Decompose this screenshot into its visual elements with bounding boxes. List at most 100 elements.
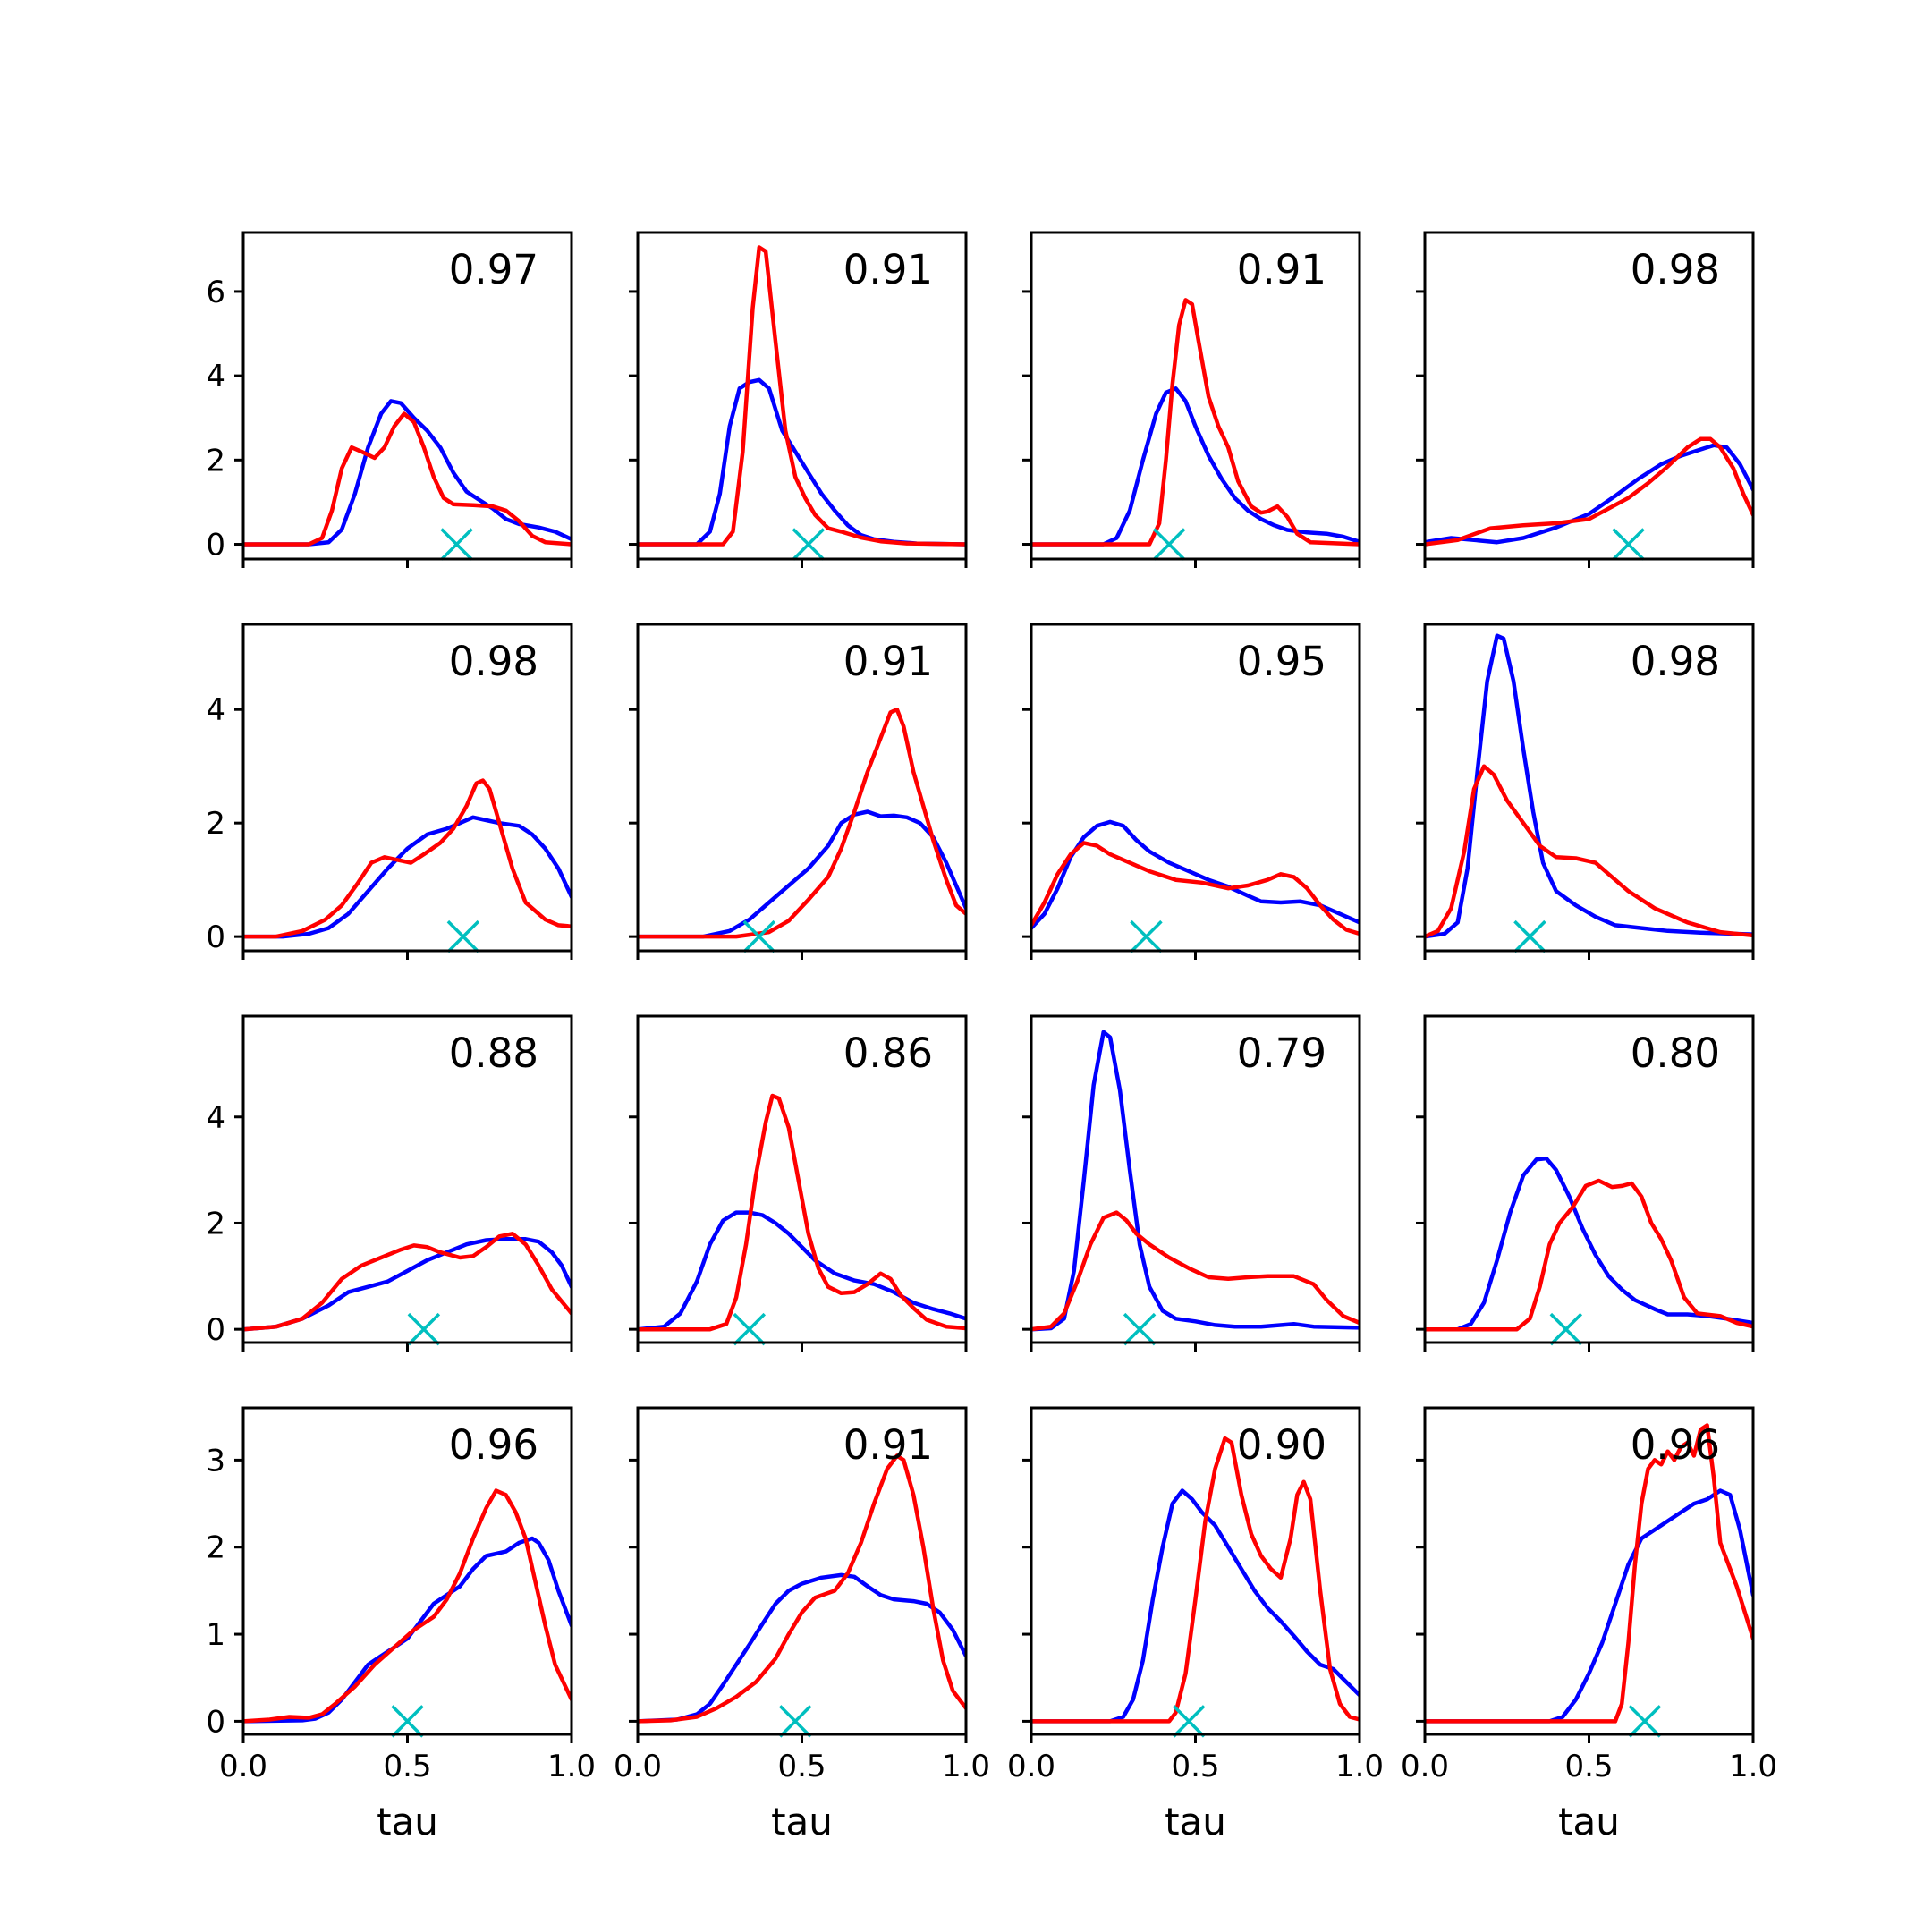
axes-frame	[1030, 623, 1361, 953]
subplot-2-1: 0 2 4 0.98	[206, 623, 573, 960]
red-density-curve	[1425, 764, 1753, 939]
axes-frame	[1423, 231, 1755, 561]
y-tick-label: 2	[206, 806, 225, 842]
subplot-2-3: 0.95	[1022, 623, 1361, 960]
red-density-curve	[638, 707, 966, 939]
x-marker	[1513, 919, 1546, 953]
blue-density-curve	[638, 377, 966, 547]
x-marker	[733, 1312, 767, 1346]
x-axis-label: tau	[377, 1800, 438, 1843]
subplot-4-1: 0 1 2 3 0.0 0.5 1.0 tau 0.96	[206, 1406, 596, 1843]
axes-frame	[1423, 623, 1755, 953]
y-tick-label: 2	[206, 1530, 225, 1566]
subplot-3-3: 0.79	[1022, 1014, 1361, 1352]
subplot-3-1: 0 2 4 0.88	[206, 1014, 573, 1352]
correlation-label: 0.98	[449, 638, 538, 685]
x-marker	[1628, 1705, 1662, 1738]
axes-frame	[636, 1406, 968, 1736]
correlation-label: 0.91	[843, 1421, 933, 1469]
axes-frame	[242, 623, 573, 953]
y-tick-label: 1	[206, 1617, 225, 1653]
correlation-label: 0.88	[449, 1030, 538, 1077]
subplot-1-2: 0.91	[629, 231, 968, 568]
x-tick-label: 0.5	[777, 1749, 826, 1784]
subplot-4-2: 0.0 0.5 1.0 tau 0.91	[614, 1406, 990, 1843]
x-marker	[391, 1705, 424, 1738]
red-density-curve	[638, 1453, 966, 1724]
y-tick-label: 4	[206, 1100, 225, 1136]
x-tick-label: 0.5	[1171, 1749, 1219, 1784]
y-tick-label: 0	[206, 528, 225, 564]
axes-frame	[1030, 1014, 1361, 1344]
blue-density-curve	[1425, 633, 1753, 939]
correlation-label: 0.80	[1631, 1030, 1720, 1077]
correlation-label: 0.95	[1237, 638, 1326, 685]
x-tick-label: 1.0	[547, 1749, 596, 1784]
x-tick-label: 1.0	[942, 1749, 990, 1784]
axes-frame	[242, 1406, 573, 1736]
y-tick-label: 6	[206, 275, 225, 310]
blue-density-curve	[1425, 1488, 1753, 1724]
x-marker	[446, 919, 480, 953]
correlation-label: 0.98	[1631, 246, 1720, 293]
subplot-1-3: 0.91	[1022, 231, 1361, 568]
y-tick-label: 4	[206, 692, 225, 728]
x-axis-label: tau	[1165, 1800, 1226, 1843]
correlation-label: 0.79	[1237, 1030, 1326, 1077]
correlation-label: 0.96	[1631, 1421, 1720, 1469]
subplot-4-3: 0.0 0.5 1.0 tau 0.90	[1007, 1406, 1384, 1843]
red-density-curve	[1031, 1210, 1360, 1332]
x-marker	[440, 528, 473, 561]
y-tick-label: 2	[206, 443, 225, 479]
y-tick-label: 0	[206, 1312, 225, 1348]
subplot-2-4: 0.98	[1416, 623, 1755, 960]
blue-density-curve	[1031, 819, 1360, 930]
red-density-curve	[1425, 1178, 1753, 1332]
x-tick-label: 0.0	[614, 1749, 662, 1784]
x-tick-label: 0.0	[219, 1749, 267, 1784]
blue-density-curve	[243, 815, 572, 939]
x-marker	[1123, 1312, 1157, 1346]
x-marker	[407, 1312, 441, 1346]
red-density-curve	[243, 1232, 572, 1332]
x-tick-label: 1.0	[1729, 1749, 1777, 1784]
blue-density-curve	[243, 1237, 572, 1332]
correlation-label: 0.91	[843, 246, 933, 293]
axes-frame	[1030, 1406, 1361, 1736]
x-tick-label: 0.5	[1564, 1749, 1613, 1784]
axes-frame	[636, 1014, 968, 1344]
blue-density-curve	[1031, 386, 1360, 547]
y-tick-label: 2	[206, 1206, 225, 1241]
y-tick-label: 4	[206, 359, 225, 394]
red-density-curve	[243, 778, 572, 939]
blue-density-curve	[638, 1572, 966, 1724]
x-axis-label: tau	[771, 1800, 833, 1843]
red-density-curve	[1031, 1436, 1360, 1724]
x-tick-label: 0.5	[383, 1749, 431, 1784]
axes-frame	[1030, 231, 1361, 561]
correlation-label: 0.97	[449, 246, 538, 293]
correlation-label: 0.86	[843, 1030, 933, 1077]
subplot-4-4: 0.0 0.5 1.0 tau 0.96	[1401, 1406, 1777, 1843]
x-axis-label: tau	[1558, 1800, 1620, 1843]
x-tick-label: 0.0	[1007, 1749, 1055, 1784]
correlation-label: 0.91	[843, 638, 933, 685]
x-marker	[1612, 528, 1645, 561]
y-tick-label: 0	[206, 1704, 225, 1740]
axes-frame	[636, 231, 968, 561]
x-marker	[1172, 1705, 1206, 1738]
x-tick-label: 0.0	[1401, 1749, 1449, 1784]
blue-density-curve	[1031, 1030, 1360, 1332]
subplot-1-1: 0 2 4 6 0.97	[206, 231, 573, 568]
correlation-label: 0.96	[449, 1421, 538, 1469]
red-density-curve	[1425, 1423, 1753, 1724]
red-density-curve	[243, 1488, 572, 1724]
axes-frame	[1423, 1014, 1755, 1344]
red-density-curve	[638, 1093, 966, 1332]
blue-density-curve	[1031, 1488, 1360, 1724]
x-marker	[778, 1705, 812, 1738]
x-marker	[742, 919, 776, 953]
axes-frame	[636, 623, 968, 953]
blue-density-curve	[243, 399, 572, 547]
subplot-2-2: 0.91	[629, 623, 968, 960]
